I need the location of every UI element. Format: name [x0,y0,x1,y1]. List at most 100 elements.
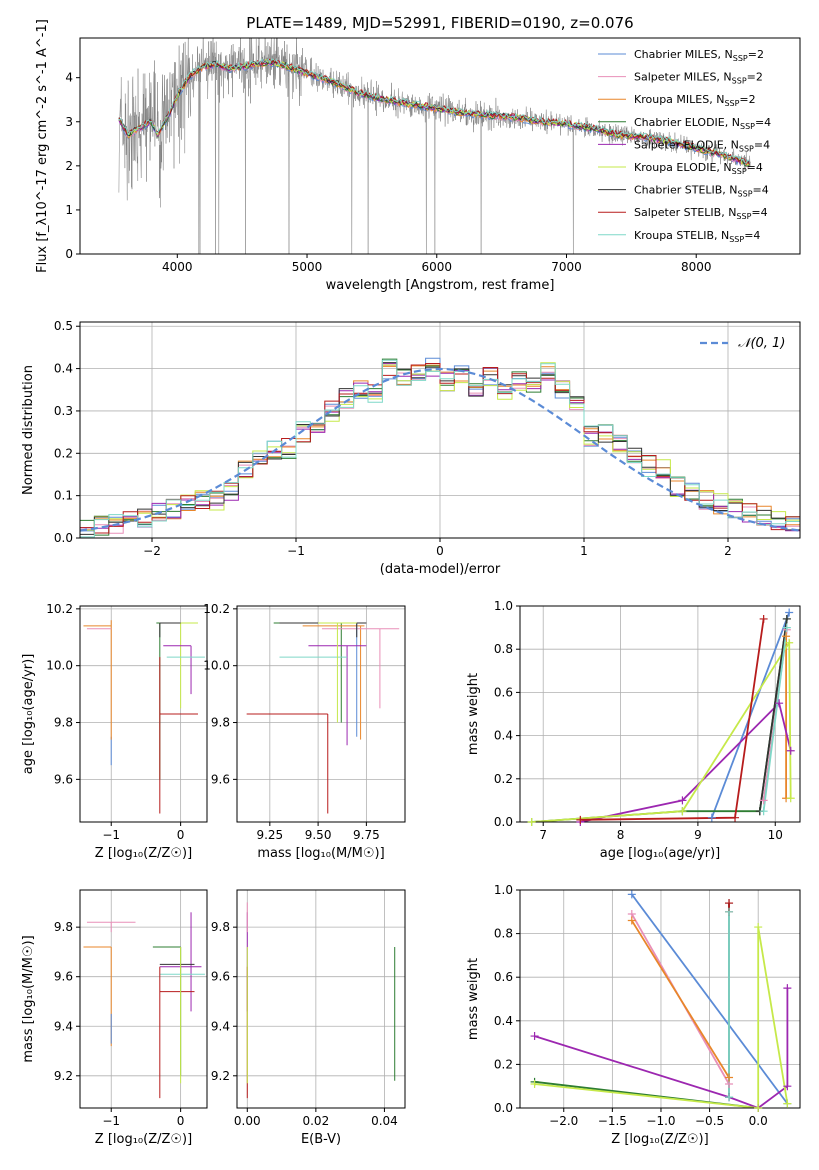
y-axis-label: mass [log₁₀(M/M☉)] [21,935,36,1062]
y-tick-label: 0.8 [494,927,513,941]
x-tick-label: 0.0 [749,1114,768,1128]
weight-marker [785,638,794,647]
panel-mass-vs-EBV: 0.00 0.02 0.04 9.2 9.4 9.6 9.8 E(B-V) [211,889,406,1147]
weight-marker [725,1073,734,1082]
x-tick-label: 4000 [162,260,193,274]
weight-marker [754,923,763,932]
x-tick-label: 0 [177,1114,185,1128]
x-axis-label: Z [log₁₀(Z/Z☉)] [95,846,192,861]
x-axis-label: Z [log₁₀(Z/Z☉)] [95,1132,192,1147]
plot-area [83,912,205,1099]
x-tick-label: 9.25 [256,828,283,842]
gaussian-reference-line [80,367,800,532]
legend-entry: 𝒩(0, 1) [738,336,785,351]
plot-area [246,622,400,814]
legend-entry: Salpeter ELODIE, NSSP=4 [634,138,770,153]
weight-marker [725,907,734,916]
y-tick-label: 9.6 [54,772,73,786]
weight-marker [707,813,716,822]
weight-marker [725,1093,734,1102]
y-axis-label: age [log₁₀(age/yr)] [21,654,36,775]
y-tick-label: 9.8 [211,716,230,730]
y-tick-label: 0.2 [494,1057,513,1071]
weight-marker [786,746,795,755]
x-tick-label: 7000 [551,260,582,274]
y-tick-label: 0.5 [54,319,73,333]
y-tick-label: 0.8 [494,642,513,656]
weight-marker [530,1032,539,1041]
weight-line [534,988,789,1108]
y-axis-label: Flux [f_λ10^-17 erg cm^-2 s^-1 A^-1] [35,19,50,273]
weight-marker [782,632,791,641]
legend-entry: Kroupa MILES, NSSP=2 [634,93,756,108]
weight-marker [530,1080,539,1089]
weight-marker [775,699,784,708]
y-tick-label: 0.0 [54,531,73,545]
axes-frame [519,605,801,823]
panel-age-vs-Z: −1 0 9.6 9.8 10.0 10.2 Z [log₁₀(Z/Z☉)] age [log… [21,602,208,861]
weight-line [762,627,788,812]
y-tick-label: 1.0 [494,599,513,613]
y-tick-label: 10.2 [46,602,73,616]
y-tick-label: 0.1 [54,489,73,503]
legend-entry: Salpeter MILES, NSSP=2 [634,71,763,86]
y-tick-label: 9.4 [54,1019,73,1033]
weight-marker [678,796,687,805]
x-axis-label: E(B-V) [301,1132,341,1147]
weight-marker [725,899,734,908]
x-tick-label: 7 [539,828,547,842]
y-tick-label: 9.6 [54,970,73,984]
axes-frame [79,37,801,255]
x-tick-label: −2 [143,544,161,558]
x-tick-label: 9 [694,828,702,842]
figure-title: PLATE=1489, MJD=52991, FIBERID=0190, z=0… [246,14,633,32]
plot-area [118,38,751,254]
x-tick-label: −1 [102,1114,120,1128]
y-tick-label: 9.6 [211,772,230,786]
x-axis-label: mass [log₁₀(M/M☉)] [257,846,384,861]
y-tick-label: 1 [65,203,73,217]
x-tick-label: 2 [724,544,732,558]
panel-mass-weight-vs-Z: −2.0 −1.5 −1.0 −0.5 0.0 0.0 0.2 0.4 0.6 0.8 1.0 Z [… [466,883,801,1147]
x-tick-label: 1 [580,544,588,558]
x-tick-label: −2.0 [549,1114,578,1128]
weight-marker [678,807,687,816]
axes-frame [236,889,406,1109]
legend-entry: Chabrier ELODIE, NSSP=4 [634,116,771,131]
legend-entry: Chabrier STELIB, NSSP=4 [634,184,769,199]
y-tick-label: 9.8 [54,716,73,730]
x-tick-label: 8000 [681,260,712,274]
x-axis-label: wavelength [Angstrom, rest frame] [326,278,555,293]
weight-marker [759,796,768,805]
legend-entry: Salpeter STELIB, NSSP=4 [634,206,768,221]
x-tick-label: 6000 [421,260,452,274]
x-axis-label: Z [log₁₀(Z/Z☉)] [611,1132,708,1147]
axes-frame [79,321,801,539]
y-tick-label: 0.4 [494,729,513,743]
x-tick-label: 0 [436,544,444,558]
y-tick-label: 9.2 [211,1069,230,1083]
plot-area [531,612,792,822]
x-tick-label: 5000 [292,260,323,274]
y-tick-label: 1.0 [494,883,513,897]
y-axis-label: Normed distribution [21,365,36,495]
y-tick-label: 9.8 [54,920,73,934]
weight-marker [786,794,795,803]
weight-line [631,893,789,1105]
y-tick-label: 9.6 [211,970,230,984]
y-tick-label: 0.0 [494,815,513,829]
x-tick-label: 8 [617,828,625,842]
panel-age-vs-mass: 9.25 9.50 9.75 9.6 9.8 10.0 10.2 mass [log₁₀(M/… [203,602,406,861]
y-tick-label: 0.6 [494,970,513,984]
weight-marker [759,614,768,623]
x-tick-label: −1.5 [598,1114,627,1128]
x-tick-label: −0.5 [695,1114,724,1128]
y-tick-label: 9.4 [211,1019,230,1033]
axes-frame [79,605,208,823]
y-tick-label: 3 [65,115,73,129]
weight-marker [785,608,794,617]
y-tick-label: 0 [65,247,73,261]
x-tick-label: −1.0 [646,1114,675,1128]
y-tick-label: 0.4 [494,1014,513,1028]
